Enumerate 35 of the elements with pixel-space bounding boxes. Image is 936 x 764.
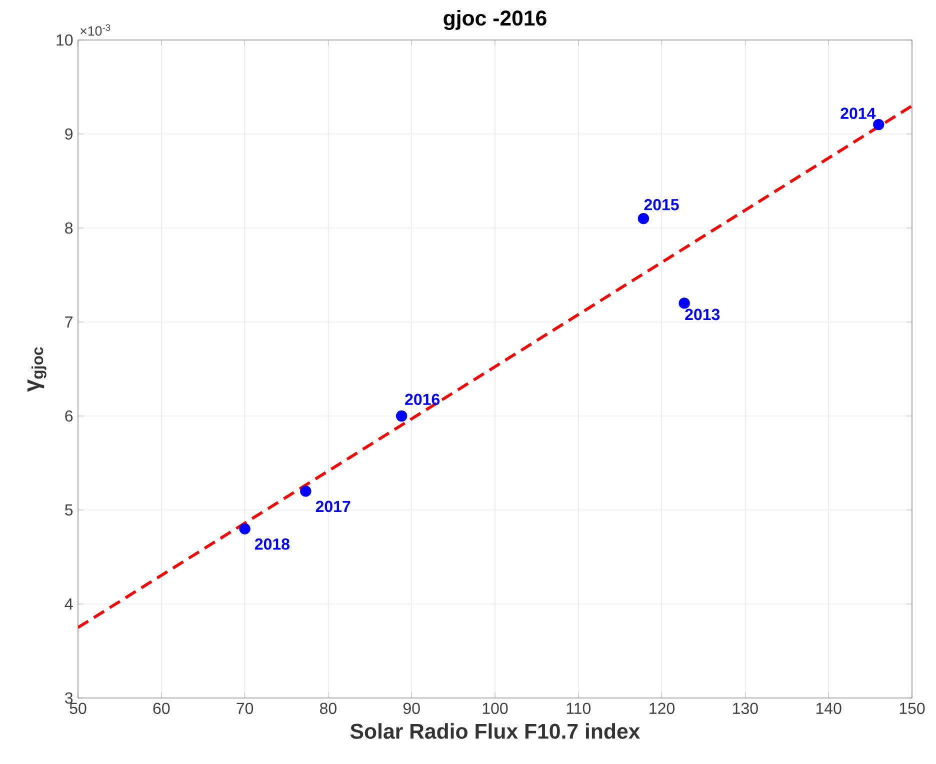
x-tick-label: 150 (900, 702, 925, 714)
x-tick-label: 140 (816, 702, 842, 714)
y-axis-title: γ$_{gjoc}$ (27, 347, 46, 392)
point (239, 523, 250, 534)
annotation: 2014 (840, 108, 876, 119)
y-tick-label: 4 (64, 598, 73, 610)
x-axis-title: Solar Radio Flux F10.7 index (350, 723, 640, 739)
y-tick-label: 8 (65, 222, 73, 234)
x-tick-label: 80 (320, 702, 336, 714)
y-tick-label: 6 (65, 410, 73, 422)
annotation: 2018 (254, 538, 290, 550)
annotation: 2015 (644, 199, 679, 210)
x-tick-label: 120 (650, 702, 675, 714)
y-tick-label: 5 (65, 504, 73, 516)
x-tick-label: 60 (153, 702, 170, 714)
y-tick-label: 9 (65, 128, 73, 140)
x-tick-label: 90 (403, 702, 420, 714)
y-tick-label: 3 (65, 692, 73, 704)
y-tick-label: 7 (65, 316, 72, 328)
x-tick-label: 50 (70, 702, 86, 714)
point (396, 410, 408, 422)
point (638, 212, 650, 224)
x-tick-label: 70 (236, 702, 254, 714)
annotation: 2016 (405, 394, 440, 406)
chart-title: gjoc -2016 (444, 10, 546, 30)
x-tick-label: 130 (733, 702, 758, 714)
annotation: 2013 (685, 308, 720, 320)
x-tick-label: 110 (566, 702, 591, 714)
text: ×10$^{-3}$ (80, 24, 110, 36)
point (300, 486, 312, 497)
point (678, 298, 690, 309)
point (873, 119, 884, 130)
y-tick-label: 10 (56, 34, 73, 46)
x-tick-label: 100 (482, 702, 508, 714)
annotation: 2017 (316, 500, 350, 512)
